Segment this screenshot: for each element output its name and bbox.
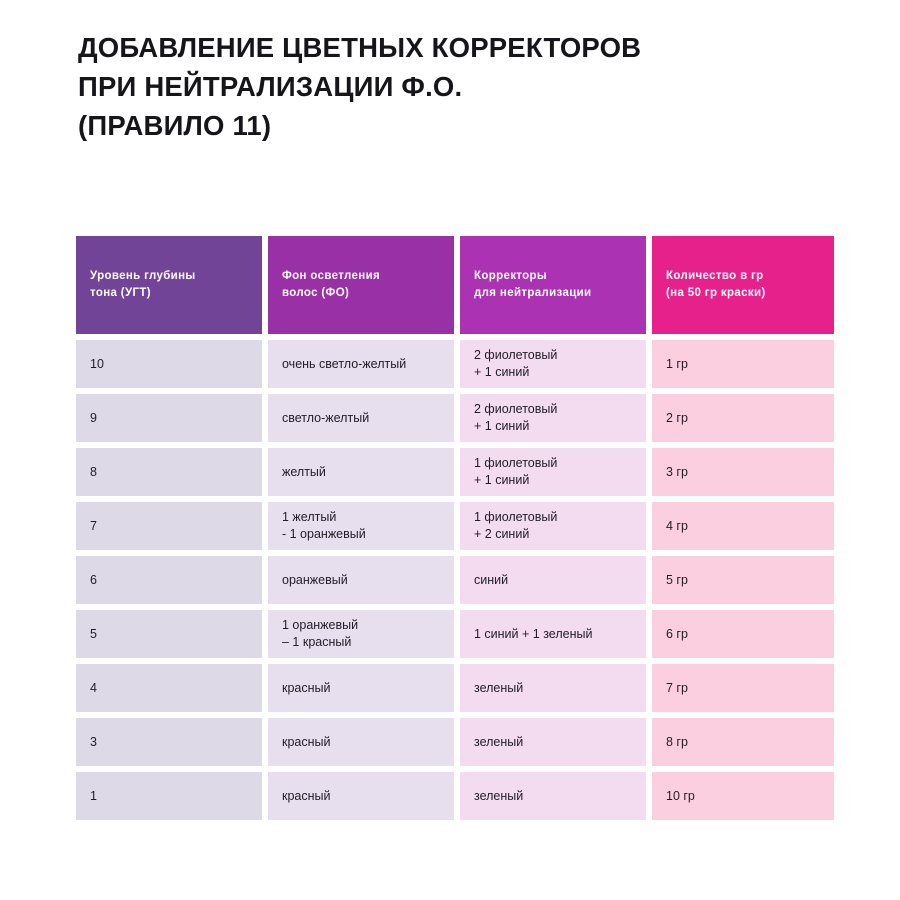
cell-background-text: светло-желтый <box>282 410 370 425</box>
table-header-cell-level: Уровень глубины тона (УГТ) <box>76 236 262 334</box>
table-row: 4 красный зеленый 7 гр <box>76 664 834 712</box>
cell-corrector: 2 фиолетовый + 1 синий <box>460 340 646 388</box>
cell-amount-text: 10 гр <box>666 788 695 803</box>
cell-corrector: зеленый <box>460 772 646 820</box>
cell-amount-text: 7 гр <box>666 680 688 695</box>
cell-background-text: красный <box>282 680 331 695</box>
cell-level: 8 <box>76 448 262 496</box>
cell-level-text: 3 <box>90 734 97 749</box>
table-header-cell-corrector: Корректоры для нейтрализации <box>460 236 646 334</box>
cell-amount-text: 3 гр <box>666 464 688 479</box>
cell-background-text: очень светло-желтый <box>282 356 407 371</box>
cell-amount: 10 гр <box>652 772 834 820</box>
table-header-row: Уровень глубины тона (УГТ) Фон осветлени… <box>76 236 834 334</box>
cell-background: 1 желтый - 1 оранжевый <box>268 502 454 550</box>
cell-corrector: зеленый <box>460 664 646 712</box>
cell-amount: 8 гр <box>652 718 834 766</box>
table-header-label-amount: Количество в гр (на 50 гр краски) <box>666 270 766 299</box>
cell-background-text: красный <box>282 734 331 749</box>
cell-level-text: 6 <box>90 572 97 587</box>
cell-level-text: 5 <box>90 626 97 641</box>
cell-corrector-text: 1 фиолетовый + 2 синий <box>474 510 558 541</box>
cell-amount-text: 2 гр <box>666 410 688 425</box>
cell-level: 10 <box>76 340 262 388</box>
cell-background-text: 1 оранжевый – 1 красный <box>282 618 359 649</box>
cell-background-text: желтый <box>282 464 326 479</box>
cell-level-text: 1 <box>90 788 97 803</box>
cell-corrector: 1 фиолетовый + 2 синий <box>460 502 646 550</box>
cell-background: красный <box>268 664 454 712</box>
cell-level-text: 9 <box>90 410 97 425</box>
table-row: 9 светло-желтый 2 фиолетовый + 1 синий 2… <box>76 394 834 442</box>
cell-corrector: синий <box>460 556 646 604</box>
page-title-line-2: ПРИ НЕЙТРАЛИЗАЦИИ Ф.О. <box>78 71 463 102</box>
cell-corrector: 2 фиолетовый + 1 синий <box>460 394 646 442</box>
cell-corrector: зеленый <box>460 718 646 766</box>
cell-level: 7 <box>76 502 262 550</box>
table-row: 8 желтый 1 фиолетовый + 1 синий 3 гр <box>76 448 834 496</box>
cell-level: 3 <box>76 718 262 766</box>
cell-background: светло-желтый <box>268 394 454 442</box>
table-header-label-background: Фон осветления волос (ФО) <box>282 270 381 299</box>
cell-amount-text: 4 гр <box>666 518 688 533</box>
table-header-label-level: Уровень глубины тона (УГТ) <box>90 270 196 299</box>
cell-level-text: 7 <box>90 518 97 533</box>
cell-background-text: красный <box>282 788 331 803</box>
cell-amount: 2 гр <box>652 394 834 442</box>
cell-background-text: оранжевый <box>282 572 348 587</box>
cell-background: желтый <box>268 448 454 496</box>
cell-amount-text: 1 гр <box>666 356 688 371</box>
cell-background: очень светло-желтый <box>268 340 454 388</box>
cell-corrector: 1 синий + 1 зеленый <box>460 610 646 658</box>
cell-corrector-text: 1 фиолетовый + 1 синий <box>474 456 558 487</box>
cell-amount-text: 5 гр <box>666 572 688 587</box>
cell-level: 9 <box>76 394 262 442</box>
page-title-line-3: (ПРАВИЛО 11) <box>78 110 272 141</box>
table-header-cell-amount: Количество в гр (на 50 гр краски) <box>652 236 834 334</box>
table-row: 6 оранжевый синий 5 гр <box>76 556 834 604</box>
cell-amount-text: 8 гр <box>666 734 688 749</box>
cell-corrector-text: синий <box>474 572 509 587</box>
corrector-table: Уровень глубины тона (УГТ) Фон осветлени… <box>76 236 834 820</box>
cell-background: оранжевый <box>268 556 454 604</box>
cell-corrector: 1 фиолетовый + 1 синий <box>460 448 646 496</box>
cell-amount: 6 гр <box>652 610 834 658</box>
cell-background: красный <box>268 718 454 766</box>
cell-corrector-text: зеленый <box>474 680 524 695</box>
cell-amount: 4 гр <box>652 502 834 550</box>
cell-level: 5 <box>76 610 262 658</box>
cell-level-text: 8 <box>90 464 97 479</box>
cell-corrector-text: 1 синий + 1 зеленый <box>474 626 593 641</box>
cell-level-text: 4 <box>90 680 97 695</box>
cell-corrector-text: 2 фиолетовый + 1 синий <box>474 348 558 379</box>
cell-corrector-text: зеленый <box>474 734 524 749</box>
cell-amount: 1 гр <box>652 340 834 388</box>
cell-level: 4 <box>76 664 262 712</box>
cell-level: 1 <box>76 772 262 820</box>
page-title: ДОБАВЛЕНИЕ ЦВЕТНЫХ КОРРЕКТОРОВ ПРИ НЕЙТР… <box>78 28 818 145</box>
table-header-label-corrector: Корректоры для нейтрализации <box>474 270 592 299</box>
cell-background-text: 1 желтый - 1 оранжевый <box>282 510 366 541</box>
cell-background: красный <box>268 772 454 820</box>
page-title-line-1: ДОБАВЛЕНИЕ ЦВЕТНЫХ КОРРЕКТОРОВ <box>78 32 642 63</box>
table-row: 3 красный зеленый 8 гр <box>76 718 834 766</box>
cell-amount: 5 гр <box>652 556 834 604</box>
cell-level-text: 10 <box>90 356 104 371</box>
cell-background: 1 оранжевый – 1 красный <box>268 610 454 658</box>
cell-corrector-text: зеленый <box>474 788 524 803</box>
cell-amount: 7 гр <box>652 664 834 712</box>
table-row: 1 красный зеленый 10 гр <box>76 772 834 820</box>
table-row: 10 очень светло-желтый 2 фиолетовый + 1 … <box>76 340 834 388</box>
table-header-cell-background: Фон осветления волос (ФО) <box>268 236 454 334</box>
cell-level: 6 <box>76 556 262 604</box>
table-row: 7 1 желтый - 1 оранжевый 1 фиолетовый + … <box>76 502 834 550</box>
cell-amount: 3 гр <box>652 448 834 496</box>
cell-corrector-text: 2 фиолетовый + 1 синий <box>474 402 558 433</box>
cell-amount-text: 6 гр <box>666 626 688 641</box>
table-row: 5 1 оранжевый – 1 красный 1 синий + 1 зе… <box>76 610 834 658</box>
